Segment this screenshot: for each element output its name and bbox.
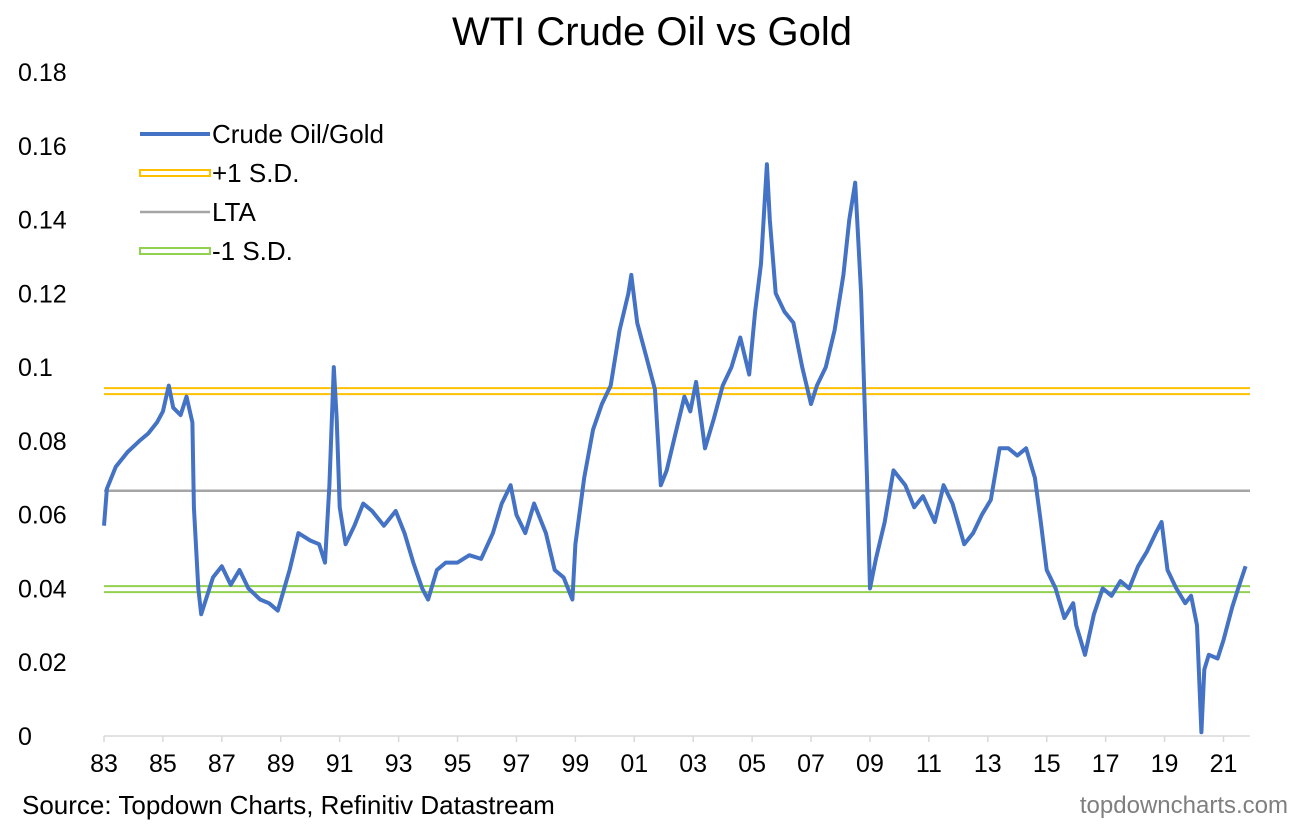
legend-label: LTA <box>212 197 256 227</box>
x-tick-label: 15 <box>1033 750 1061 778</box>
y-tick-label: 0.04 <box>18 575 67 603</box>
x-axis-ticks: 83 85 87 89 91 93 95 97 99 01 03 05 07 09 11 13 15 17 19 21 <box>90 736 1237 778</box>
x-tick-label: 09 <box>856 750 884 778</box>
legend: Crude Oil/Gold +1 S.D. LTA -1 S.D. <box>139 119 384 266</box>
x-tick-label: 99 <box>561 750 589 778</box>
x-tick-label: 05 <box>738 750 766 778</box>
legend-swatch <box>139 247 211 255</box>
y-tick-label: 0.1 <box>18 354 53 382</box>
x-tick-label: 87 <box>208 750 236 778</box>
legend-label: Crude Oil/Gold <box>212 119 384 149</box>
x-tick-label: 01 <box>620 750 648 778</box>
watermark: topdowncharts.com <box>1079 792 1288 819</box>
legend-label: +1 S.D. <box>212 158 299 188</box>
y-tick-label: 0.02 <box>18 649 67 677</box>
source-note: Source: Topdown Charts, Refinitiv Datast… <box>22 790 555 820</box>
legend-item: +1 S.D. <box>139 158 299 188</box>
y-tick-label: 0.12 <box>18 280 67 308</box>
x-tick-label: 89 <box>267 750 295 778</box>
legend-item: Crude Oil/Gold <box>140 119 384 149</box>
y-tick-label: 0.06 <box>18 502 67 530</box>
legend-label: -1 S.D. <box>212 236 293 266</box>
y-tick-label: 0 <box>18 723 32 751</box>
x-tick-label: 85 <box>149 750 177 778</box>
x-tick-label: 93 <box>385 750 413 778</box>
x-tick-label: 13 <box>974 750 1002 778</box>
plus-sd-line <box>104 387 1250 396</box>
legend-swatch <box>139 169 211 177</box>
x-tick-label: 83 <box>90 750 118 778</box>
series-line-crude-oil-gold <box>102 162 1248 735</box>
x-tick-label: 03 <box>679 750 707 778</box>
x-tick-label: 11 <box>916 750 942 778</box>
x-tick-label: 07 <box>797 750 825 778</box>
chart-title: WTI Crude Oil vs Gold <box>451 10 853 54</box>
reference-lines <box>104 387 1250 594</box>
minus-sd-line <box>104 585 1250 594</box>
x-tick-label: 97 <box>503 750 531 778</box>
y-tick-label: 0.08 <box>18 428 67 456</box>
y-axis-ticks: 0 0.02 0.04 0.06 0.08 0.1 0.12 0.14 0.16 0.18 <box>18 59 67 751</box>
legend-item: LTA <box>140 197 256 227</box>
legend-item: -1 S.D. <box>139 236 293 266</box>
x-tick-label: 19 <box>1151 750 1179 778</box>
x-tick-label: 21 <box>1210 750 1238 778</box>
y-tick-label: 0.14 <box>18 207 67 235</box>
x-tick-label: 95 <box>444 750 472 778</box>
x-tick-label: 17 <box>1092 750 1120 778</box>
y-tick-label: 0.16 <box>18 133 67 161</box>
y-tick-label: 0.18 <box>18 59 67 87</box>
x-tick-label: 91 <box>326 750 354 778</box>
